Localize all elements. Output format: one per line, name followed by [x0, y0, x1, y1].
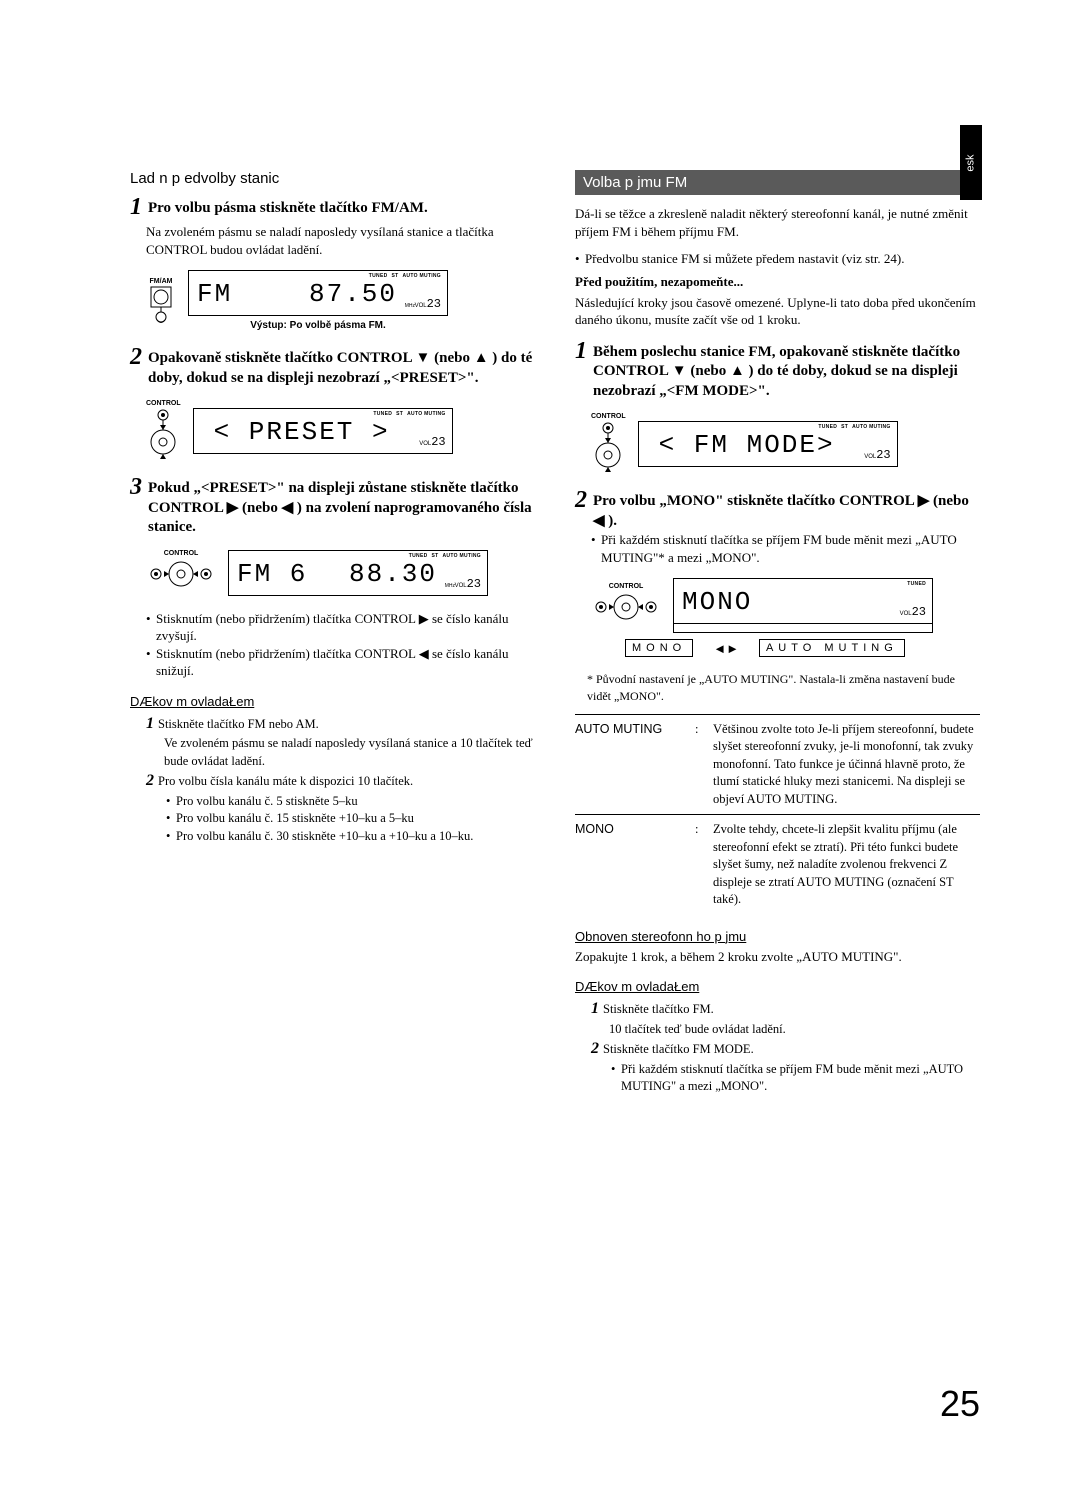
page-content: Lad n p edvolby stanic 1 Pro volbu pásma…	[0, 0, 1080, 1156]
remote-step: 1Stiskněte tlačítko FM.	[591, 998, 980, 1020]
lcd-center: MONO	[682, 587, 752, 617]
lcd-display: TUNEDSTAUTO MUTING FM87.50 MHz VOL23	[188, 270, 448, 316]
step-text: Opakovaně stiskněte tlačítko CONTROL ▼ (…	[148, 345, 535, 388]
lcd-display: TUNEDSTAUTO MUTING < FM MODE> VOL23	[638, 421, 898, 467]
icon-label: CONTROL	[146, 400, 181, 407]
knob-lr-icon	[146, 557, 216, 591]
lcd-vol: VOL23	[415, 297, 441, 311]
table-key: AUTO MUTING	[575, 721, 685, 809]
remote-title: DÆkov m ovladaŁem	[130, 694, 535, 709]
step-text: Během poslechu stanice FM, opakovaně sti…	[593, 339, 980, 402]
knob-icon	[146, 407, 180, 461]
left-column: Lad n p edvolby stanic 1 Pro volbu pásma…	[130, 170, 535, 1096]
step-bullet: Při každém stisknutí tlačítka se příjem …	[591, 531, 980, 566]
lcd-mhz: MHz	[445, 583, 455, 589]
page-number: 25	[940, 1383, 980, 1425]
step-text: Pro volbu pásma stiskněte tlačítko FM/AM…	[148, 195, 428, 219]
table-row: AUTO MUTING : Většinou zvolte toto Je-li…	[575, 715, 980, 816]
lcd-left: FM 6	[237, 559, 307, 589]
control-lr-icon: CONTROL	[146, 550, 216, 596]
lcd-display: TUNEDSTAUTO MUTING < PRESET > VOL23	[193, 408, 453, 454]
bullet-text: Stisknutím (nebo přidržením) tlačítka CO…	[146, 645, 535, 680]
right-section-title: Volba p jmu FM	[575, 170, 980, 195]
remote-step: 2Pro volbu čísla kanálu máte k dispozici…	[146, 770, 535, 792]
button-icon	[146, 285, 176, 323]
step-text: Pro volbu „MONO" stiskněte tlačítko CONT…	[593, 488, 980, 531]
language-tab: esk	[960, 125, 982, 200]
remote-body: Ve zvoleném pásmu se naladí naposledy vy…	[164, 735, 535, 770]
knob-icon	[591, 420, 625, 474]
language-tab-label: esk	[965, 154, 977, 171]
lcd-vol: VOL23	[455, 577, 481, 591]
lcd-bar	[673, 623, 933, 633]
lcd-center: < PRESET >	[214, 417, 390, 447]
lcd-right: 87.50	[309, 279, 397, 309]
right-step-1: 1 Během poslechu stanice FM, opakovaně s…	[575, 339, 980, 475]
control-knob-icon: CONTROL	[591, 413, 626, 474]
left-step-3: 3 Pokud „<PRESET>" na displeji zůstane s…	[130, 475, 535, 596]
remote-title: DÆkov m ovladaŁem	[575, 979, 980, 994]
remote-sub: Pro volbu kanálu č. 30 stiskněte +10–ku …	[166, 828, 535, 846]
lcd-mhz: MHz	[405, 303, 415, 309]
lcd-vol: VOL23	[900, 605, 926, 619]
control-lr-icon: CONTROL	[591, 583, 661, 629]
lcd-indicators: TUNED	[907, 581, 926, 587]
bullet-text: Stisknutím (nebo přidržením) tlačítka CO…	[146, 610, 535, 645]
restore-title: Obnoven stereofonn ho p jmu	[575, 929, 980, 944]
fm-am-button-icon: FM/AM	[146, 278, 176, 323]
control-knob-icon: CONTROL	[146, 400, 181, 461]
intro-bullet: Předvolbu stanice FM si můžete předem na…	[575, 250, 980, 268]
left-step-1: 1 Pro volbu pásma stiskněte tlačítko FM/…	[130, 195, 535, 331]
remote-sub: Pro volbu kanálu č. 15 stiskněte +10–ku …	[166, 810, 535, 828]
left-step-2: 2 Opakovaně stiskněte tlačítko CONTROL ▼…	[130, 345, 535, 461]
lcd-vol: VOL23	[864, 448, 890, 462]
step-number: 1	[130, 195, 142, 219]
table-val: Většinou zvolte toto Je-li příjem stereo…	[713, 721, 980, 809]
mode-auto: AUTO MUTING	[759, 639, 905, 657]
lcd-display: TUNED MONO VOL23	[673, 578, 933, 624]
step-number: 2	[575, 488, 587, 512]
lcd-display: TUNEDSTAUTO MUTING FM 688.30 MHz VOL23	[228, 550, 488, 596]
double-arrow-icon: ◄►	[713, 641, 739, 656]
warning-head: Před použitím, nezapomeňte...	[575, 274, 980, 290]
mode-toggle: MONO ◄► AUTO MUTING	[625, 639, 980, 657]
table-val: Zvolte tehdy, chcete-li zlepšit kvalitu …	[713, 821, 980, 909]
icon-label: CONTROL	[591, 413, 626, 420]
icon-label: CONTROL	[591, 583, 661, 590]
lcd-left: FM	[197, 279, 232, 309]
right-step-2: 2 Pro volbu „MONO" stiskněte tlačítko CO…	[575, 488, 980, 657]
lcd-vol: VOL23	[419, 435, 445, 449]
step-body: Na zvoleném pásmu se naladí naposledy vy…	[146, 223, 535, 258]
warning-body: Následující kroky jsou časově omezené. U…	[575, 294, 980, 329]
step-number: 3	[130, 475, 142, 499]
step-text: Pokud „<PRESET>" na displeji zůstane sti…	[148, 475, 535, 538]
mode-mono: MONO	[625, 639, 693, 657]
remote-body: 10 tlačítek teď bude ovládat ladění.	[609, 1021, 980, 1039]
remote-sub: Pro volbu kanálu č. 5 stiskněte 5–ku	[166, 793, 535, 811]
icon-label: CONTROL	[146, 550, 216, 557]
icon-label: FM/AM	[150, 278, 173, 285]
lcd-right: 88.30	[349, 559, 437, 589]
table-key: MONO	[575, 821, 685, 909]
remote-step: 1Stiskněte tlačítko FM nebo AM.	[146, 713, 535, 735]
footnote: * Původní nastavení je „AUTO MUTING". Na…	[587, 671, 980, 703]
remote-step: 2Stiskněte tlačítko FM MODE.	[591, 1038, 980, 1060]
table-row: MONO : Zvolte tehdy, chcete-li zlepšit k…	[575, 815, 980, 915]
lcd-center: < FM MODE>	[659, 430, 835, 460]
step-number: 1	[575, 339, 587, 363]
left-section-title: Lad n p edvolby stanic	[130, 170, 535, 187]
remote-sub: Při každém stisknutí tlačítka se příjem …	[611, 1061, 980, 1096]
knob-lr-icon	[591, 590, 661, 624]
intro-text: Dá-li se těžce a zkresleně naladit někte…	[575, 205, 980, 240]
restore-body: Zopakujte 1 krok, a během 2 kroku zvolte…	[575, 948, 980, 966]
mode-table: AUTO MUTING : Většinou zvolte toto Je-li…	[575, 714, 980, 915]
step-number: 2	[130, 345, 142, 369]
lcd-caption: Výstup: Po volbě pásma FM.	[188, 320, 448, 331]
right-column: Volba p jmu FM Dá-li se těžce a zkreslen…	[575, 170, 980, 1096]
